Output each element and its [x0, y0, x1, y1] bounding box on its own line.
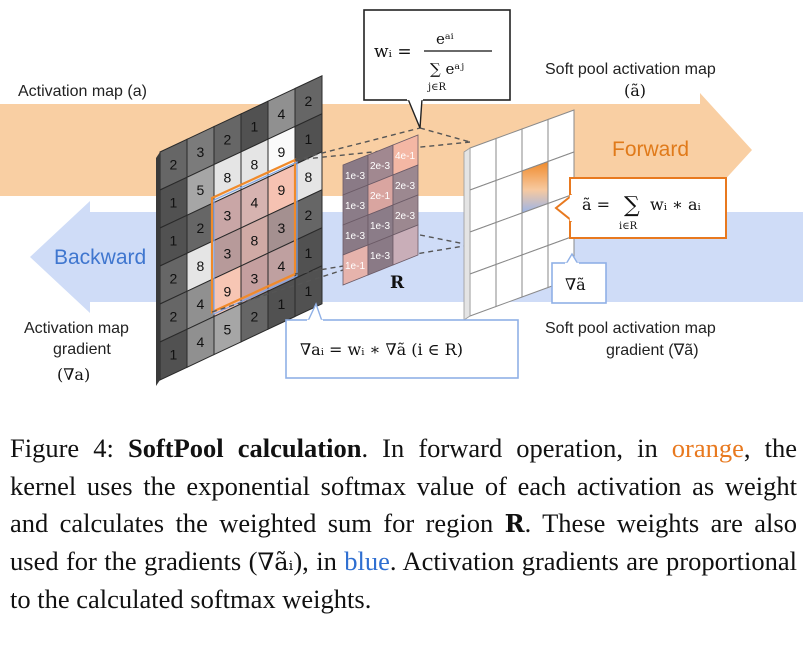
weight-formula-box: wᵢ = eᵃⁱ ∑ eᵃʲ j∈R — [363, 9, 511, 129]
activation-cell-value: 8 — [305, 169, 313, 185]
activation-map-edge — [156, 152, 160, 386]
activation-cell-value: 4 — [197, 334, 205, 350]
weight-formula-num: eᵃⁱ — [436, 30, 454, 48]
soft-pool-output-grid — [463, 109, 575, 321]
soft-pool-output-cell — [521, 244, 549, 298]
activation-cell-value: 1 — [170, 195, 178, 211]
activation-cell-value: 2 — [170, 157, 178, 173]
region-label: R — [390, 273, 405, 293]
caption-text-5: . Activation gradients are proportional … — [10, 545, 798, 615]
grad-tilde-box: ∇ã — [551, 252, 607, 304]
caption-prefix: Figure 4: — [10, 433, 128, 463]
weight-formula-den: ∑ eᵃʲ — [430, 60, 464, 78]
caption-region: R — [504, 509, 525, 538]
activation-cell-value: 1 — [251, 119, 259, 135]
activation-cell-value: 8 — [251, 157, 259, 173]
activation-cell-value: 8 — [197, 258, 205, 274]
pool-formula-box: ã = ∑ i∈R wᵢ ∗ aᵢ — [554, 177, 727, 239]
pool-formula-sub: i∈R — [619, 221, 638, 232]
activation-cell-value: 2 — [305, 93, 313, 109]
activation-cell-value: 9 — [278, 144, 286, 160]
weight-cell-value: 1e-3 — [345, 231, 365, 242]
soft-pool-output-edge — [463, 147, 471, 321]
activation-gradient-label-1: Activation map — [24, 320, 129, 337]
activation-cell-value: 5 — [224, 321, 232, 337]
activation-cell-value: 8 — [251, 233, 259, 249]
figure-caption: Figure 4: SoftPool calculation. In forwa… — [10, 430, 797, 619]
pool-formula-sum: ∑ — [624, 193, 640, 218]
weight-cell-value: 1e-3 — [370, 251, 390, 262]
weight-cell — [392, 224, 419, 266]
activation-cell-value: 8 — [224, 169, 232, 185]
pool-formula-rhs: wᵢ ∗ aᵢ — [650, 195, 701, 214]
weight-formula-lhs: wᵢ = — [374, 42, 412, 62]
activation-cell-value: 3 — [224, 245, 232, 261]
caption-text-1: . In forward operation, in — [361, 433, 672, 463]
activation-cell-value: 4 — [197, 296, 205, 312]
backward-label: Backward — [54, 246, 146, 269]
caption-title: SoftPool calculation — [127, 433, 362, 463]
soft-pool-map-label: Soft pool activation map — [545, 61, 716, 78]
activation-cell-value: 5 — [197, 182, 205, 198]
soft-pool-gradient-label-1: Soft pool activation map — [545, 320, 716, 337]
activation-cell-value: 3 — [278, 220, 286, 236]
activation-cell-value: 3 — [197, 144, 205, 160]
activation-cell-value: 2 — [170, 271, 178, 287]
activation-cell-value: 1 — [305, 283, 313, 299]
weight-cell-value: 1e-1 — [345, 261, 365, 272]
grad-tilde-label: ∇ã — [565, 275, 586, 294]
weight-cell-value: 1e-3 — [345, 201, 365, 212]
caption-text-4: ), in — [293, 545, 345, 576]
activation-cell-value: 9 — [224, 283, 232, 299]
caption-blue-word: blue — [344, 545, 390, 576]
weight-cell-value: 2e-1 — [370, 191, 390, 202]
activation-cell-value: 2 — [251, 309, 259, 325]
softpool-diagram: Forward Backward 2 3 2 1 4 2 1 5 8 8 9 1 1 2 3 4 9 8 2 8 3 8 3… — [0, 9, 803, 386]
soft-pool-output-cell — [495, 254, 523, 308]
activation-cell-value: 1 — [170, 233, 178, 249]
pool-formula-lhs: ã = — [582, 195, 610, 214]
region-outline-blue — [213, 161, 298, 315]
forward-label: Forward — [612, 138, 689, 161]
activation-cell-value: 2 — [224, 131, 232, 147]
activation-cell-value: 1 — [305, 245, 313, 261]
weight-cell-value: 1e-3 — [370, 221, 390, 232]
activation-cell-value: 1 — [278, 296, 286, 312]
activation-cell-value: 3 — [251, 271, 259, 287]
gradient-formula: ∇aᵢ = wᵢ ∗ ∇ã (i ∈ R) — [300, 340, 463, 359]
weight-formula-den-sub: j∈R — [427, 82, 447, 93]
weight-cell-value: 2e-3 — [395, 211, 415, 222]
caption-grad-symbol: ∇ãᵢ — [257, 547, 294, 576]
activation-gradient-label-2: gradient — [53, 341, 111, 358]
activation-cell-value: 9 — [278, 182, 286, 198]
activation-map-label: Activation map (a) — [18, 83, 147, 100]
weight-cell-value: 2e-3 — [395, 181, 415, 192]
weight-cell-value: 1e-3 — [345, 171, 365, 182]
activation-cell-value: 2 — [170, 309, 178, 325]
gradient-formula-box: ∇aᵢ = wᵢ ∗ ∇ã (i ∈ R) — [285, 302, 519, 379]
activation-cell-value: 1 — [305, 131, 313, 147]
activation-cell-value: 2 — [197, 220, 205, 236]
soft-pool-map-symbol: (ã) — [624, 81, 646, 100]
soft-pool-gradient-label-2: gradient (∇ã) — [606, 342, 699, 359]
activation-cell-value: 4 — [251, 195, 259, 211]
activation-gradient-symbol: (∇a) — [57, 365, 90, 384]
projection-lines — [211, 127, 471, 313]
activation-cell-value: 4 — [278, 106, 286, 122]
weight-grid: 1e-3 2e-3 4e-1 1e-3 2e-1 2e-3 1e-3 1e-3 2e-3 1e-1… — [342, 134, 419, 286]
activation-cell-value: 4 — [278, 258, 286, 274]
weight-cell-value: 2e-3 — [370, 161, 390, 172]
caption-orange-word: orange — [671, 433, 744, 463]
activation-cell-value: 1 — [170, 347, 178, 363]
activation-cell-value: 2 — [305, 207, 313, 223]
caption-text-3: . These weights are also used for the gr… — [10, 508, 797, 576]
activation-cell-value: 3 — [224, 207, 232, 223]
activation-map-grid: 2 3 2 1 4 2 1 5 8 8 9 1 1 2 3 4 9 8 2 8 3 8 3 2 2 4 9 3 4 1 1 4 5 2 1 1 — [156, 75, 323, 386]
caption-text-2: , the kernel uses the exponential softma… — [10, 433, 797, 538]
soft-pool-output-cell — [469, 263, 497, 317]
weight-cell-value: 4e-1 — [395, 151, 415, 162]
